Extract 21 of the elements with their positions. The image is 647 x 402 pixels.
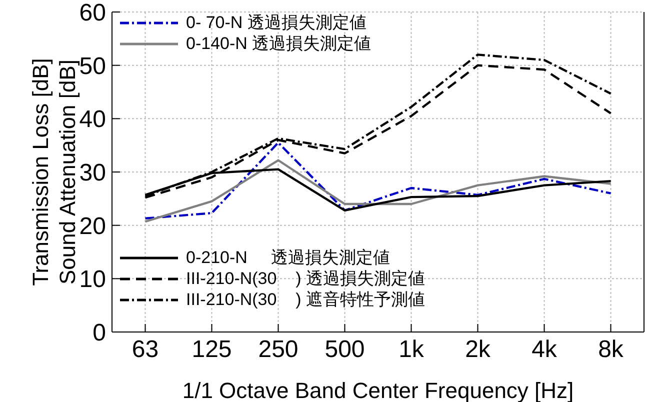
x-tick-label: 125 (192, 336, 232, 364)
y-tick-label: 20 (79, 212, 106, 240)
y-tick-label: 60 (79, 0, 106, 27)
y-axis-title: Transmission Loss [dB] Sound Attenuation [dB] (27, 58, 80, 286)
legend-label: 0-210-N 透過損失測定値 (186, 247, 390, 268)
x-tick-label: 250 (258, 336, 298, 364)
legend-label: 0-140-N 透過損失測定値 (186, 33, 372, 54)
legend-label: III-210-N(30 ) 透過損失測定値 (186, 268, 425, 289)
x-tick-label: 63 (132, 336, 159, 364)
x-tick-label: 1k (398, 336, 425, 364)
x-tick-label: 500 (324, 336, 365, 364)
y-tick-label: 0 (92, 320, 106, 347)
y-tick-label: 10 (79, 266, 106, 294)
legend-label: 0- 70-N 透過損失測定値 (186, 12, 366, 33)
x-tick-label: 8k (598, 336, 624, 364)
x-tick-label: 2k (465, 336, 492, 364)
y-tick-label: 30 (79, 160, 106, 187)
x-tick-label: 4k (532, 336, 558, 364)
legend-label: III-210-N(30 ) 遮音特性予測値 (186, 289, 425, 310)
y-tick-label: 40 (79, 106, 106, 134)
y-tick-label: 50 (79, 52, 106, 80)
